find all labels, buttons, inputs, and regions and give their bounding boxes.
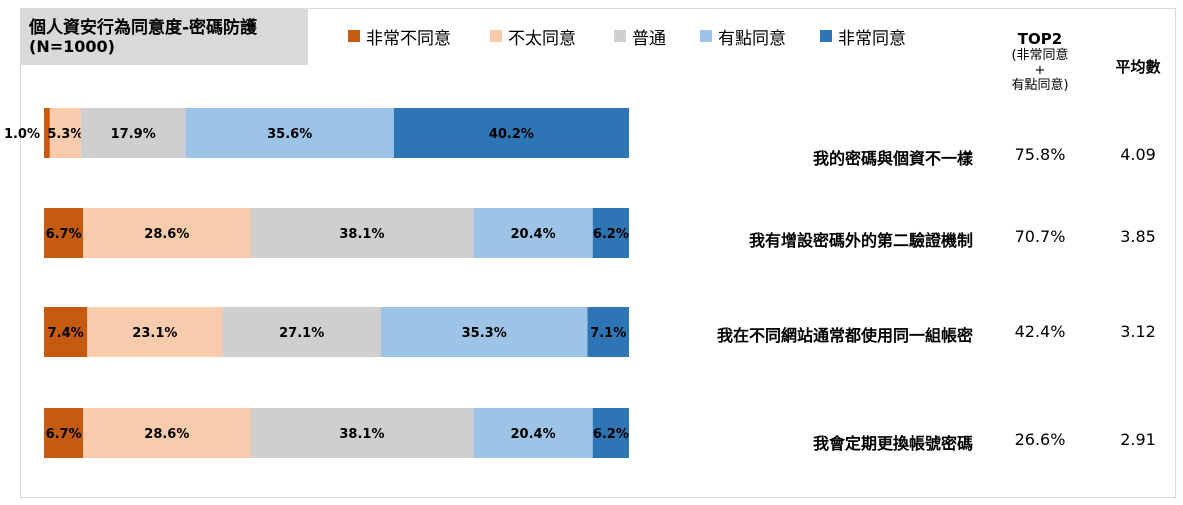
row-label: 我有增設密碼外的第二驗證機制 bbox=[748, 231, 973, 250]
bar-data-label: 17.9% bbox=[111, 127, 156, 142]
bar-data-label: 38.1% bbox=[339, 227, 384, 242]
bar-data-label: 20.4% bbox=[511, 227, 556, 242]
bar-data-label: 20.4% bbox=[511, 427, 556, 442]
bar-data-label: 6.7% bbox=[46, 227, 82, 242]
chart-title-box: 個人資安行為同意度-密碼防護 (N=1000) bbox=[21, 9, 308, 65]
bar-data-label: 23.1% bbox=[132, 326, 177, 341]
bar-segment bbox=[44, 307, 88, 357]
bar-segment bbox=[393, 108, 629, 158]
bar-data-label: 35.6% bbox=[267, 127, 312, 142]
row-label: 我會定期更換帳號密碼 bbox=[812, 434, 973, 453]
top2-subtitle: (非常同意 bbox=[1011, 48, 1069, 63]
bar-data-label: 38.1% bbox=[339, 427, 384, 442]
bar-segment bbox=[250, 408, 474, 458]
bar-segment bbox=[83, 408, 251, 458]
bar-data-label: 5.3% bbox=[47, 127, 83, 142]
bar-data-label: 6.7% bbox=[46, 427, 82, 442]
bar-segment bbox=[473, 408, 593, 458]
row-label: 我的密碼與個資不一樣 bbox=[812, 149, 973, 168]
bar-segment bbox=[222, 307, 381, 357]
top2-subtitle: 有點同意) bbox=[1011, 78, 1069, 93]
bar-segment bbox=[87, 307, 223, 357]
bar-data-label: 7.4% bbox=[48, 326, 84, 341]
legend-label: 有點同意 bbox=[718, 29, 786, 49]
legend-swatch bbox=[820, 30, 832, 42]
bar-segment bbox=[44, 408, 84, 458]
row-label: 我在不同網站通常都使用同一組帳密 bbox=[716, 326, 973, 345]
bar-segment bbox=[592, 408, 629, 458]
top2-title: TOP2 bbox=[1017, 30, 1063, 48]
row-top2-value: 75.8% bbox=[1014, 145, 1066, 164]
legend-label: 不太同意 bbox=[508, 29, 576, 49]
bar-segment bbox=[592, 208, 629, 258]
bar-segment bbox=[83, 208, 251, 258]
bar-segment bbox=[44, 108, 50, 158]
bar-segment bbox=[587, 307, 629, 357]
legend-swatch bbox=[700, 30, 712, 42]
chart-subtitle: (N=1000) bbox=[29, 37, 115, 56]
legend-label: 非常同意 bbox=[838, 29, 906, 49]
row-top2-value: 70.7% bbox=[1014, 227, 1066, 246]
bar-data-label: 27.1% bbox=[279, 326, 324, 341]
chart-title: 個人資安行為同意度-密碼防護 bbox=[29, 18, 258, 38]
row-average-value: 3.85 bbox=[1120, 227, 1156, 246]
bar-segment bbox=[473, 208, 593, 258]
bar-segment bbox=[49, 108, 81, 158]
bar-data-label: 6.2% bbox=[593, 427, 629, 442]
legend-label: 普通 bbox=[632, 29, 666, 49]
bar-segment bbox=[250, 208, 474, 258]
bar-data-label: 35.3% bbox=[462, 326, 507, 341]
bar-segment bbox=[44, 208, 84, 258]
legend-swatch bbox=[490, 30, 502, 42]
bar-data-label: 6.2% bbox=[593, 227, 629, 242]
bar-segment bbox=[185, 108, 394, 158]
bar-segment bbox=[380, 307, 588, 357]
bar-data-label: 28.6% bbox=[144, 227, 189, 242]
legend-label: 非常不同意 bbox=[366, 29, 451, 49]
chart-frame bbox=[20, 8, 1176, 498]
top2-column-header: TOP2 (非常同意 + 有點同意) bbox=[1000, 30, 1080, 93]
bar-data-label: 28.6% bbox=[144, 427, 189, 442]
average-column-header: 平均數 bbox=[1115, 58, 1161, 76]
bar-data-label: 1.0% bbox=[4, 127, 40, 142]
row-top2-value: 26.6% bbox=[1014, 430, 1066, 449]
row-average-value: 2.91 bbox=[1120, 430, 1156, 449]
row-average-value: 3.12 bbox=[1120, 322, 1156, 341]
bar-data-label: 7.1% bbox=[590, 326, 626, 341]
legend-swatch bbox=[614, 30, 626, 42]
top2-plus: + bbox=[1034, 63, 1046, 78]
row-top2-value: 42.4% bbox=[1014, 322, 1066, 341]
row-average-value: 4.09 bbox=[1120, 145, 1156, 164]
legend-swatch bbox=[348, 30, 360, 42]
bar-segment bbox=[80, 108, 186, 158]
bar-data-label: 40.2% bbox=[489, 127, 534, 142]
